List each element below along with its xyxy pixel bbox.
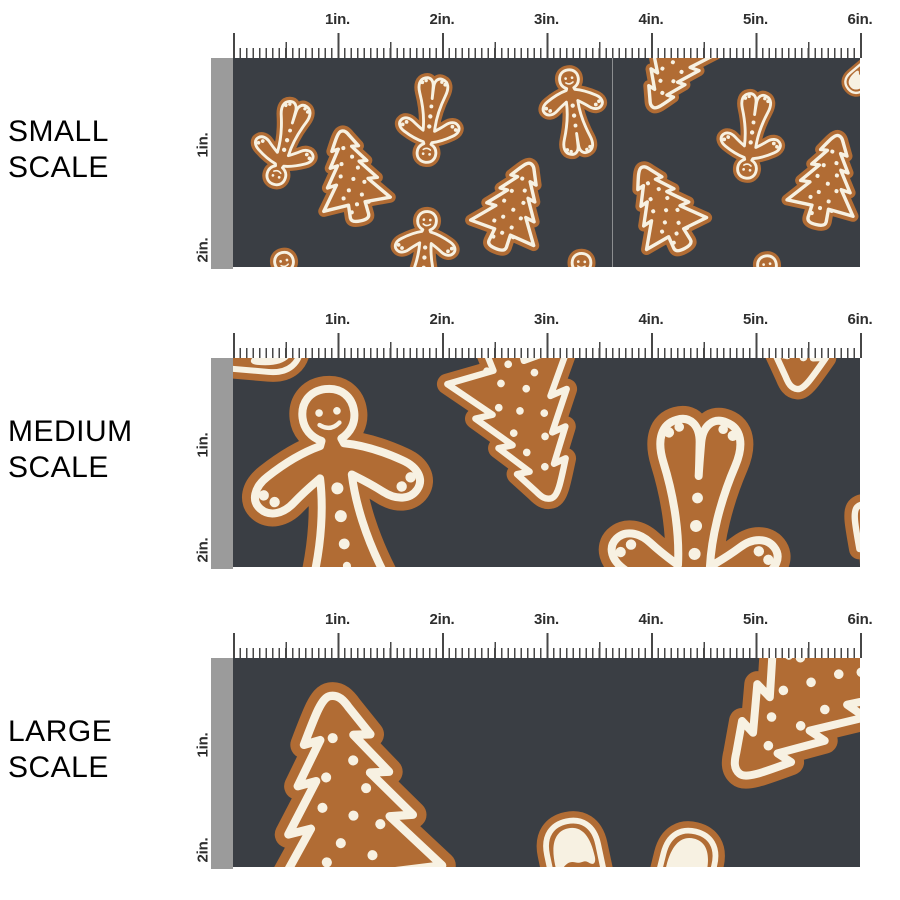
ruler-label-v-1in: 1in. <box>194 432 212 458</box>
horizontal-ruler-labels: 1in. 2in. 3in. 4in. 5in. 6in. <box>233 311 873 331</box>
gingerbread-man-icon <box>392 209 458 267</box>
vertical-ruler <box>211 658 233 869</box>
ruler-label-1in: 1in. <box>324 611 351 628</box>
fabric-swatch-large <box>233 658 860 867</box>
ruler-label-3in: 3in. <box>533 611 560 628</box>
gingerbread-tree-icon <box>247 683 448 867</box>
gingerbread-pattern <box>233 658 860 867</box>
ruler-label-4in: 4in. <box>638 611 664 628</box>
gingerbread-mitten-icon <box>650 825 721 867</box>
horizontal-ruler-labels: 1in. 2in. 3in. 4in. 5in. 6in. <box>233 611 873 631</box>
gingerbread-tree-icon <box>678 658 860 825</box>
ruler-label-5in: 5in. <box>742 311 769 328</box>
ruler-label-1in: 1in. <box>324 311 351 328</box>
gingerbread-tree-icon <box>464 151 561 262</box>
gingerbread-man-icon <box>736 252 807 267</box>
ruler-label-2in: 2in. <box>429 11 455 28</box>
panel-medium-scale: MEDIUM SCALE 1in. 2in. 3in. 4in. 5in. 6i… <box>0 300 900 600</box>
horizontal-ruler <box>233 33 862 58</box>
scale-label-medium: MEDIUM SCALE <box>8 415 133 484</box>
ruler-label-v-1in: 1in. <box>194 732 212 758</box>
horizontal-ruler <box>233 633 862 658</box>
fabric-swatch-small <box>233 58 860 267</box>
gingerbread-tree-icon <box>783 127 860 233</box>
gingerbread-man-icon <box>253 246 329 267</box>
vertical-ruler <box>211 358 233 569</box>
gingerbread-tree-icon <box>734 358 860 395</box>
ruler-label-v-2in: 2in. <box>194 537 212 563</box>
vertical-ruler <box>211 58 233 269</box>
gingerbread-pattern <box>233 58 860 267</box>
panel-small-scale: SMALL SCALE 1in. 2in. 3in. 4in. 5in. 6in… <box>0 0 900 300</box>
gingerbread-mitten-icon <box>841 58 860 97</box>
gingerbread-tree-icon <box>611 152 714 265</box>
gingerbread-man-icon <box>606 415 784 567</box>
ruler-label-6in: 6in. <box>847 611 873 628</box>
ruler-label-6in: 6in. <box>847 311 873 328</box>
ruler-label-4in: 4in. <box>638 311 664 328</box>
ruler-label-v-1in: 1in. <box>194 132 212 158</box>
gingerbread-man-icon <box>549 252 612 267</box>
scale-label-small: SMALL SCALE <box>8 115 109 184</box>
ruler-label-v-2in: 2in. <box>194 237 212 263</box>
horizontal-ruler <box>233 333 862 358</box>
gingerbread-man-icon <box>716 90 787 182</box>
gingerbread-mitten-icon <box>233 358 303 375</box>
gingerbread-mitten-icon <box>541 816 610 867</box>
fabric-swatch-medium <box>233 358 860 567</box>
ruler-label-2in: 2in. <box>429 611 455 628</box>
ruler-label-1in: 1in. <box>324 11 351 28</box>
ruler-label-5in: 5in. <box>742 611 769 628</box>
pattern-repeat-seam <box>612 58 613 267</box>
gingerbread-man-icon <box>243 379 436 567</box>
horizontal-ruler-labels: 1in. 2in. 3in. 4in. 5in. 6in. <box>233 11 873 31</box>
ruler-label-6in: 6in. <box>847 11 873 28</box>
gingerbread-tree-icon <box>623 58 723 122</box>
gingerbread-man-icon <box>245 95 327 193</box>
ruler-label-2in: 2in. <box>429 311 455 328</box>
gingerbread-man-icon <box>538 66 609 158</box>
panel-large-scale: LARGE SCALE 1in. 2in. 3in. 4in. 5in. 6in… <box>0 600 900 900</box>
gingerbread-man-icon <box>396 75 464 165</box>
gingerbread-tree-icon <box>437 358 612 518</box>
ruler-label-5in: 5in. <box>742 11 769 28</box>
gingerbread-tree-icon <box>308 124 394 228</box>
ruler-label-v-2in: 2in. <box>194 837 212 863</box>
gingerbread-pattern <box>233 358 860 567</box>
scale-label-large: LARGE SCALE <box>8 715 113 784</box>
ruler-label-3in: 3in. <box>533 11 560 28</box>
gingerbread-tree-icon <box>808 466 860 567</box>
ruler-label-3in: 3in. <box>533 311 560 328</box>
ruler-label-4in: 4in. <box>638 11 664 28</box>
